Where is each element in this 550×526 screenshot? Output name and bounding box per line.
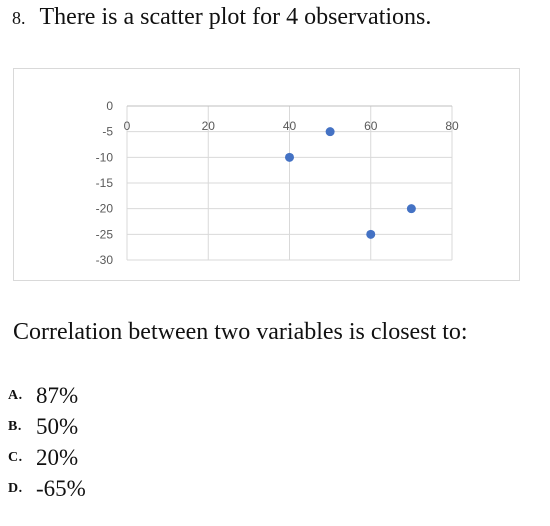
y-tick-label: -10 [96,150,114,164]
question-text: There is a scatter plot for 4 observatio… [39,4,432,30]
scatter-point [366,229,376,239]
answer-options: A. 87% B. 50% C. 20% D. -65% [8,380,86,504]
option-text: 20% [36,444,79,470]
scatter-point [406,204,416,214]
option-letter: C. [8,449,23,465]
option-c[interactable]: C. 20% [8,442,86,473]
x-tick-label: 80 [445,119,459,133]
y-tick-label: 0 [106,99,113,113]
option-a[interactable]: A. 87% [8,380,86,411]
question-number: 8. [12,8,26,28]
x-tick-label: 0 [124,119,131,133]
y-tick-label: -25 [96,227,114,241]
option-letter: A. [8,387,23,403]
y-tick-label: -5 [102,125,113,139]
y-tick-label: -20 [96,202,114,216]
option-text: 50% [36,413,79,439]
question-heading: 8. There is a scatter plot for 4 observat… [12,4,431,31]
option-d[interactable]: D. -65% [8,473,86,504]
option-text: 87% [36,382,79,408]
x-tick-label: 40 [283,119,297,133]
y-tick-label: -30 [96,253,114,267]
question-prompt: Correlation between two variables is clo… [13,319,468,345]
option-letter: D. [8,480,23,496]
option-letter: B. [8,418,22,434]
scatter-chart: 0 -5 -10 -15 -20 -25 -30 0 20 40 60 80 [96,99,459,267]
scatter-point [285,152,294,162]
option-text: -65% [36,475,86,501]
y-tick-label: -15 [96,176,114,190]
x-tick-label: 60 [364,119,378,133]
scatter-point [325,127,335,137]
chart-frame: 0 -5 -10 -15 -20 -25 -30 0 20 40 60 80 [13,68,520,281]
option-b[interactable]: B. 50% [8,411,86,442]
x-tick-label: 20 [202,119,216,133]
